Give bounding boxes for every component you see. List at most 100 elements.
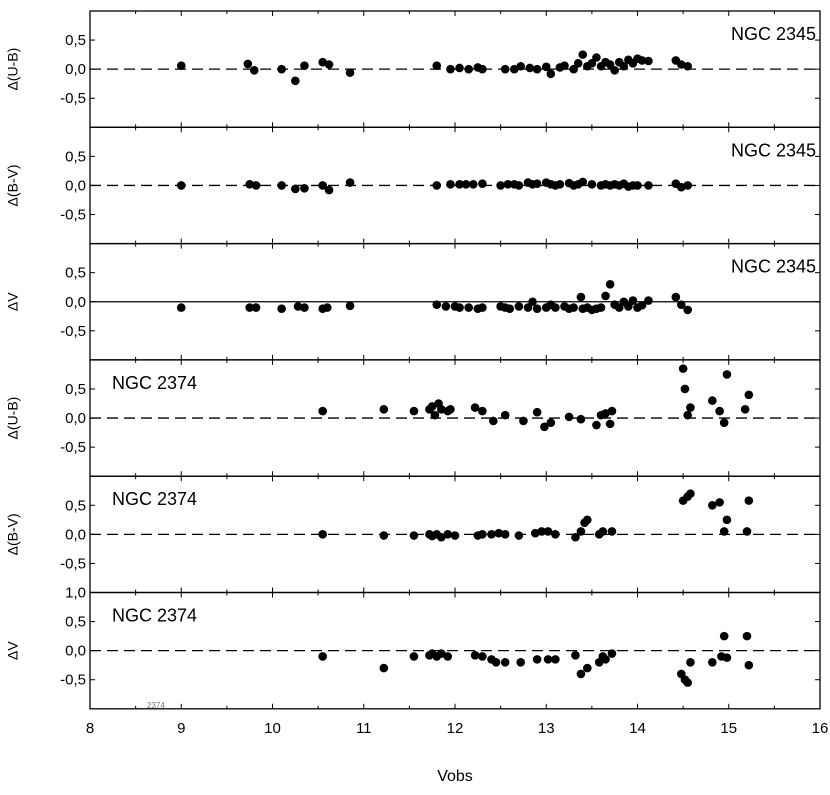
data-point	[379, 405, 389, 414]
y-tick-label: -0,5	[60, 323, 86, 340]
data-point	[573, 59, 583, 68]
data-point	[708, 500, 717, 510]
y-axis-label: Δ(B-V)	[5, 164, 21, 206]
cluster-label: NGC 2374	[112, 373, 197, 393]
data-point	[546, 69, 556, 79]
data-point	[324, 185, 334, 195]
y-tick-label: 0,0	[65, 61, 86, 78]
data-point	[576, 292, 586, 302]
y-tick-label: -0,5	[60, 555, 86, 572]
data-point	[514, 181, 524, 190]
y-tick-label: 0,5	[65, 381, 86, 398]
data-point	[503, 179, 513, 189]
y-tick-label: -0,5	[60, 439, 86, 456]
data-point	[637, 300, 647, 310]
data-point	[744, 660, 754, 670]
data-point	[532, 304, 542, 314]
y-axis-label: ΔV	[5, 292, 21, 311]
data-point	[532, 655, 542, 664]
y-tick-label: 0,5	[65, 148, 86, 165]
data-point	[345, 68, 355, 77]
data-point	[525, 63, 535, 73]
data-point	[583, 663, 592, 673]
data-point	[500, 657, 510, 667]
cluster-label: NGC 2345	[731, 257, 816, 277]
data-point	[523, 303, 533, 312]
data-point	[379, 531, 389, 540]
data-point	[318, 181, 327, 190]
data-point	[719, 418, 729, 428]
data-point	[291, 184, 300, 194]
data-point	[576, 414, 586, 424]
y-tick-label: 0,0	[65, 643, 86, 660]
data-point	[446, 179, 455, 189]
y-tick-label: 0,0	[65, 526, 86, 543]
data-point	[571, 651, 580, 660]
data-point	[409, 406, 419, 416]
data-point	[683, 410, 692, 420]
y-tick-label: 0,5	[65, 32, 86, 49]
data-point	[430, 410, 440, 420]
data-point	[277, 181, 286, 190]
data-point	[409, 531, 419, 540]
data-point	[300, 61, 309, 70]
data-point	[722, 370, 732, 379]
data-point	[245, 303, 254, 312]
y-axis-label: Δ(U-B)	[5, 397, 21, 440]
data-point	[322, 303, 332, 312]
data-point	[478, 652, 487, 661]
data-point	[432, 61, 442, 70]
data-point	[601, 291, 610, 301]
data-point	[345, 301, 355, 311]
data-point	[478, 406, 487, 416]
data-point	[532, 179, 542, 189]
data-point	[578, 50, 588, 59]
data-point	[708, 396, 717, 405]
data-point	[277, 64, 286, 74]
data-point	[644, 181, 653, 190]
data-point	[740, 405, 750, 414]
data-point	[686, 489, 695, 498]
x-tick-label: 14	[629, 720, 646, 737]
data-point	[489, 416, 498, 426]
x-tick-label: 16	[812, 720, 829, 737]
x-tick-label: 12	[447, 720, 464, 737]
data-point	[455, 63, 464, 73]
data-point	[251, 303, 261, 312]
data-point	[478, 179, 487, 189]
data-point	[318, 652, 327, 661]
data-point	[596, 303, 606, 312]
cluster-label: NGC 2345	[731, 140, 816, 160]
data-point	[470, 403, 480, 412]
data-point	[446, 64, 455, 74]
watermark-text: 2374	[147, 701, 165, 710]
data-point	[528, 297, 537, 307]
data-point	[437, 649, 446, 658]
data-point	[432, 181, 442, 190]
data-point	[555, 179, 565, 189]
data-point	[478, 303, 487, 312]
data-point	[464, 303, 473, 312]
data-point	[578, 177, 588, 187]
y-axis-label: Δ(B-V)	[5, 513, 21, 555]
data-point	[277, 304, 286, 314]
data-point	[671, 292, 681, 302]
data-point	[619, 61, 629, 71]
data-point	[742, 527, 752, 536]
y-tick-label: -0,5	[60, 90, 86, 107]
data-point	[677, 300, 686, 309]
data-point	[541, 62, 551, 72]
y-tick-label: 0,5	[65, 497, 86, 514]
y-tick-label: 0,5	[65, 265, 86, 282]
data-point	[633, 181, 642, 190]
y-tick-label: 0,0	[65, 410, 86, 427]
data-point	[345, 178, 355, 187]
data-point	[742, 631, 752, 641]
data-point	[744, 496, 754, 505]
y-tick-label: 1,0	[65, 585, 86, 602]
data-point	[500, 64, 510, 74]
data-point	[644, 296, 653, 305]
data-point	[505, 304, 515, 314]
data-point	[607, 406, 617, 416]
data-point	[719, 527, 729, 536]
